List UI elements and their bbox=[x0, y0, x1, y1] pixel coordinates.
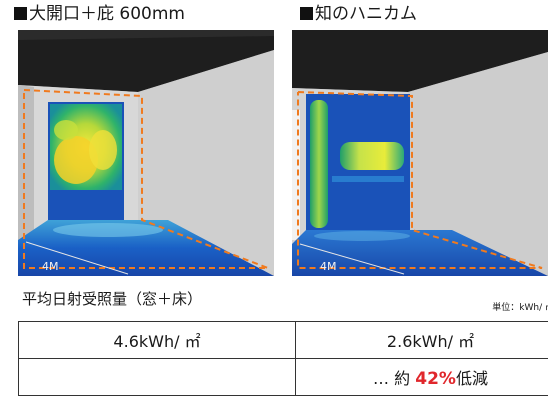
left-caption: 大開口＋庇 600mm bbox=[14, 3, 185, 25]
reduction-cell: … 約 42%低減 bbox=[295, 358, 548, 396]
right-value-cell: 2.6kWh/ ㎡ bbox=[295, 321, 548, 359]
left-caption-text: 大開口＋庇 600mm bbox=[29, 4, 185, 24]
empty-cell bbox=[18, 358, 296, 396]
right-heatmap-render: 4M bbox=[292, 30, 548, 276]
measurement-title: 平均日射受照量（窓＋床） bbox=[22, 290, 203, 308]
unit-label: 単位：kWh/ ㎡ bbox=[492, 303, 548, 313]
left-scale-label: 4M bbox=[42, 260, 59, 273]
reduction-percent: 42% bbox=[415, 369, 456, 389]
right-scale-label: 4M bbox=[320, 260, 337, 273]
square-bullet-icon bbox=[300, 7, 313, 20]
reduction-prefix: … 約 bbox=[373, 369, 416, 388]
right-caption-text: 知のハニカム bbox=[315, 4, 417, 24]
left-heatmap-render: 4M bbox=[18, 30, 274, 276]
results-table: 4.6kWh/ ㎡ 2.6kWh/ ㎡ … 約 42%低減 bbox=[18, 321, 548, 396]
reduction-row: … 約 42%低減 bbox=[18, 358, 548, 396]
square-bullet-icon bbox=[14, 7, 27, 20]
left-value-cell: 4.6kWh/ ㎡ bbox=[18, 321, 296, 359]
reduction-suffix: 低減 bbox=[455, 369, 488, 388]
right-caption: 知のハニカム bbox=[300, 3, 417, 25]
values-row: 4.6kWh/ ㎡ 2.6kWh/ ㎡ bbox=[18, 321, 548, 359]
